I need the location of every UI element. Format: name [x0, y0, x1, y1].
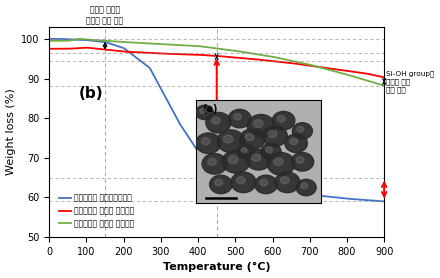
Text: (b): (b)	[79, 86, 103, 101]
Line: 용매추출전 실리카나노입자: 용매추출전 실리카나노입자	[49, 39, 384, 201]
Circle shape	[262, 126, 287, 146]
Circle shape	[268, 130, 277, 138]
Circle shape	[267, 153, 295, 175]
Line: 소성처리된 실리카 나노입자: 소성처리된 실리카 나노입자	[49, 39, 384, 86]
Circle shape	[253, 120, 263, 128]
용매추출전 실리카나노입자	[372, 199, 377, 202]
Circle shape	[208, 158, 216, 165]
용매추출된 실리카 나노입자	[84, 46, 89, 49]
Circle shape	[212, 117, 220, 124]
Circle shape	[224, 135, 233, 143]
Circle shape	[277, 116, 285, 122]
Circle shape	[206, 112, 231, 133]
소성처리된 실리카 나노입자	[311, 64, 316, 67]
용매추출된 실리카 나노입자	[64, 47, 69, 50]
Circle shape	[297, 126, 304, 132]
Circle shape	[241, 148, 247, 153]
Circle shape	[292, 123, 312, 139]
소성처리된 실리카 나노입자	[77, 37, 82, 41]
소성처리된 실리카 나노입자	[201, 45, 206, 48]
Text: Si-OH group의
축합에 의한
무게 감량: Si-OH group의 축합에 의한 무게 감량	[386, 71, 434, 93]
Circle shape	[255, 175, 277, 194]
Circle shape	[296, 179, 316, 196]
용매추출된 실리카 나노입자	[381, 76, 387, 79]
용매추출된 실리카 나노입자	[372, 74, 377, 77]
Circle shape	[290, 138, 298, 145]
용매추출전 실리카나노입자	[310, 193, 315, 197]
용매추출전 실리카나노입자	[201, 158, 206, 161]
Text: 남아있는 계면활
성제의 무게 감량: 남아있는 계면활 성제의 무게 감량	[220, 101, 257, 120]
Circle shape	[231, 172, 256, 193]
Circle shape	[246, 150, 271, 170]
Circle shape	[291, 153, 314, 171]
용매추출전 실리카나노입자	[381, 200, 387, 203]
Text: (a): (a)	[202, 104, 217, 114]
용매추출전 실리카나노입자	[47, 37, 52, 41]
소성처리된 실리카 나노입자	[372, 81, 377, 85]
Circle shape	[285, 134, 308, 153]
용매추출전 실리카나노입자	[372, 199, 377, 202]
Circle shape	[200, 108, 206, 113]
용매추출된 실리카 나노입자	[372, 74, 377, 77]
Circle shape	[296, 157, 304, 163]
소성처리된 실리카 나노입자	[64, 39, 69, 43]
Circle shape	[237, 177, 246, 184]
용매추출된 실리카 나노입자	[47, 47, 52, 50]
Circle shape	[228, 109, 251, 128]
Circle shape	[234, 113, 242, 120]
Circle shape	[240, 129, 265, 150]
소성처리된 실리카 나노입자	[47, 39, 52, 43]
소성처리된 실리카 나노입자	[209, 46, 215, 49]
Legend: 용매추출전 실리카나노입자, 용매추출된 실리카 나노입자, 소성처리된 실리카 나노입자: 용매추출전 실리카나노입자, 용매추출된 실리카 나노입자, 소성처리된 실리카…	[56, 190, 137, 231]
Line: 용매추출된 실리카 나노입자: 용매추출된 실리카 나노입자	[49, 48, 384, 77]
Circle shape	[275, 172, 300, 193]
Circle shape	[274, 158, 283, 166]
X-axis label: Temperature (°C): Temperature (°C)	[163, 262, 271, 272]
Circle shape	[215, 179, 223, 186]
Circle shape	[261, 143, 281, 160]
용매추출전 실리카나노입자	[209, 165, 215, 168]
Circle shape	[272, 111, 295, 130]
Circle shape	[196, 133, 221, 153]
Y-axis label: Weight loss (%): Weight loss (%)	[6, 89, 15, 175]
소성처리된 실리카 나노입자	[381, 84, 387, 87]
Text: 기공에 흥스된
수분의 무게 감량: 기공에 흥스된 수분의 무게 감량	[87, 6, 124, 25]
용매추출전 실리카나노입자	[64, 38, 69, 41]
Circle shape	[247, 115, 275, 137]
Circle shape	[196, 105, 213, 120]
소성처리된 실리카 나노입자	[372, 81, 377, 85]
용매추출된 실리카 나노입자	[209, 54, 215, 57]
Circle shape	[202, 153, 227, 174]
Circle shape	[222, 150, 250, 173]
Circle shape	[237, 144, 255, 159]
용매추출된 실리카 나노입자	[201, 53, 206, 57]
Circle shape	[280, 177, 289, 184]
Circle shape	[228, 156, 238, 163]
Circle shape	[252, 154, 260, 161]
Circle shape	[209, 175, 232, 194]
Circle shape	[217, 130, 245, 153]
Circle shape	[246, 133, 254, 141]
Circle shape	[265, 147, 272, 153]
Circle shape	[301, 183, 308, 189]
Circle shape	[260, 179, 268, 186]
Circle shape	[202, 138, 210, 145]
용매추출된 실리카 나노입자	[311, 64, 316, 68]
